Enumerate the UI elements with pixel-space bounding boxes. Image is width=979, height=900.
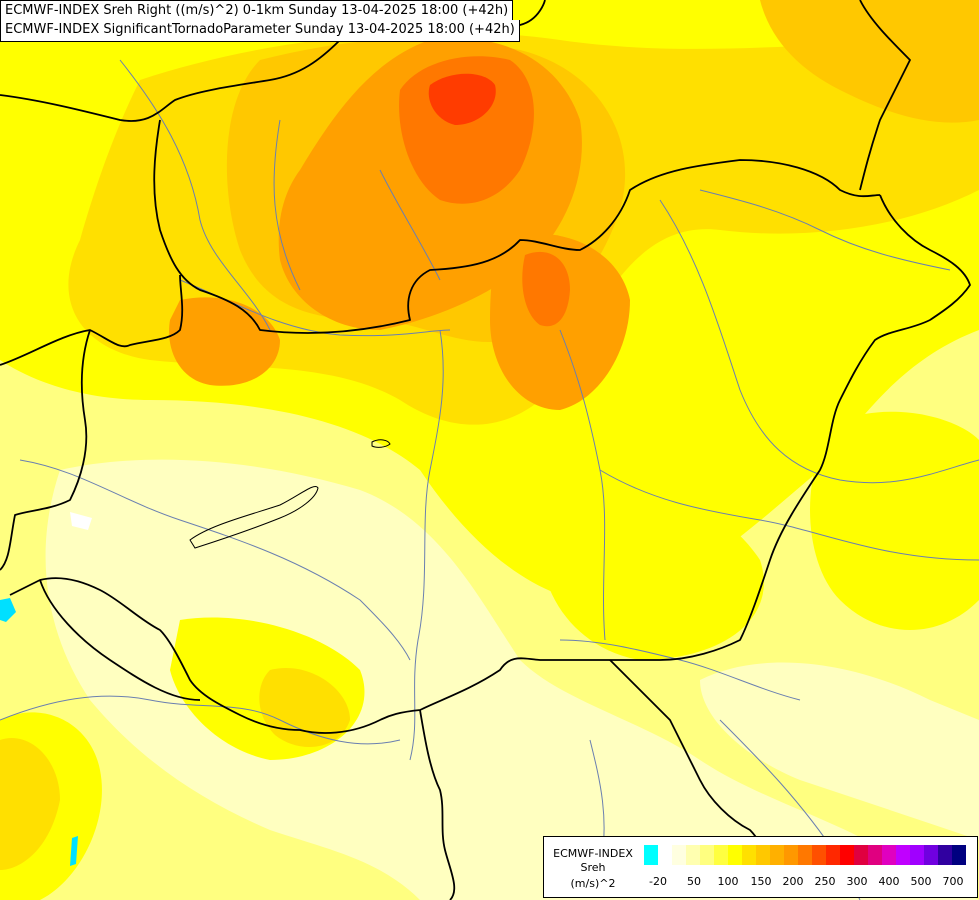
white-spot-west bbox=[70, 512, 92, 530]
legend-swatch-9 bbox=[770, 845, 784, 865]
legend-swatch-5 bbox=[714, 845, 728, 865]
legend-model-label: ECMWF-INDEX bbox=[553, 847, 633, 860]
legend-tick-label: 400 bbox=[878, 875, 900, 888]
legend-swatch-7 bbox=[742, 845, 756, 865]
legend-swatch-14 bbox=[840, 845, 854, 865]
legend-swatch-18 bbox=[896, 845, 910, 865]
legend-swatch-13 bbox=[826, 845, 840, 865]
legend-swatch-16 bbox=[868, 845, 882, 865]
legend-unit-label: (m/s)^2 bbox=[570, 877, 616, 890]
legend-swatch-3 bbox=[686, 845, 700, 865]
legend-swatch-19 bbox=[910, 845, 924, 865]
legend-swatch-4 bbox=[700, 845, 714, 865]
cyan-spot-west bbox=[0, 598, 16, 622]
legend-parameter-label: Sreh bbox=[580, 861, 606, 874]
cyan-spot-southwest bbox=[70, 836, 78, 866]
legend-swatch-0 bbox=[644, 845, 658, 865]
legend-color-scale bbox=[644, 845, 966, 865]
legend-tick-labels: -20 50 100 150 200 250 300 400 500 700 bbox=[644, 875, 966, 889]
pale-region-east bbox=[700, 662, 979, 840]
legend-swatch-22 bbox=[952, 845, 966, 865]
legend-swatch-17 bbox=[882, 845, 896, 865]
yellow-region-east bbox=[810, 411, 979, 630]
gold-region-south bbox=[259, 668, 350, 747]
legend-swatch-2 bbox=[672, 845, 686, 865]
legend-swatch-20 bbox=[924, 845, 938, 865]
legend-tick-label: 50 bbox=[687, 875, 701, 888]
lake-small-north bbox=[371, 439, 391, 448]
legend-swatch-10 bbox=[784, 845, 798, 865]
legend-swatch-15 bbox=[854, 845, 868, 865]
lake-balaton bbox=[189, 486, 319, 549]
red-region-north bbox=[428, 73, 496, 125]
legend-tick-label: 250 bbox=[814, 875, 836, 888]
legend-tick-label: 300 bbox=[846, 875, 868, 888]
pale-region-southwest bbox=[45, 459, 979, 900]
legend-tick-label: 200 bbox=[782, 875, 804, 888]
legend-swatch-12 bbox=[812, 845, 826, 865]
legend-swatch-6 bbox=[728, 845, 742, 865]
color-legend: ECMWF-INDEX Sreh (m/s)^2 -20 50 100 150 200 2… bbox=[543, 836, 978, 898]
amber-region-northeast bbox=[760, 0, 979, 123]
yellow-region-center bbox=[540, 478, 764, 660]
legend-swatch-8 bbox=[756, 845, 770, 865]
legend-tick-label: 100 bbox=[717, 875, 739, 888]
legend-swatch-1 bbox=[658, 845, 672, 865]
map-title-line-1: ECMWF-INDEX Sreh Right ((m/s)^2) 0-1km S… bbox=[0, 0, 514, 21]
legend-swatch-11 bbox=[798, 845, 812, 865]
legend-swatch-21 bbox=[938, 845, 952, 865]
dark-orange-region-center bbox=[522, 251, 570, 327]
legend-tick-label: 700 bbox=[942, 875, 964, 888]
map-title-line-2: ECMWF-INDEX SignificantTornadoParameter … bbox=[0, 20, 520, 42]
rivers bbox=[0, 59, 979, 900]
legend-tick-label: 150 bbox=[750, 875, 772, 888]
gold-region-southwest bbox=[0, 738, 60, 870]
legend-tick-label: -20 bbox=[649, 875, 667, 888]
legend-tick-label: 500 bbox=[910, 875, 932, 888]
